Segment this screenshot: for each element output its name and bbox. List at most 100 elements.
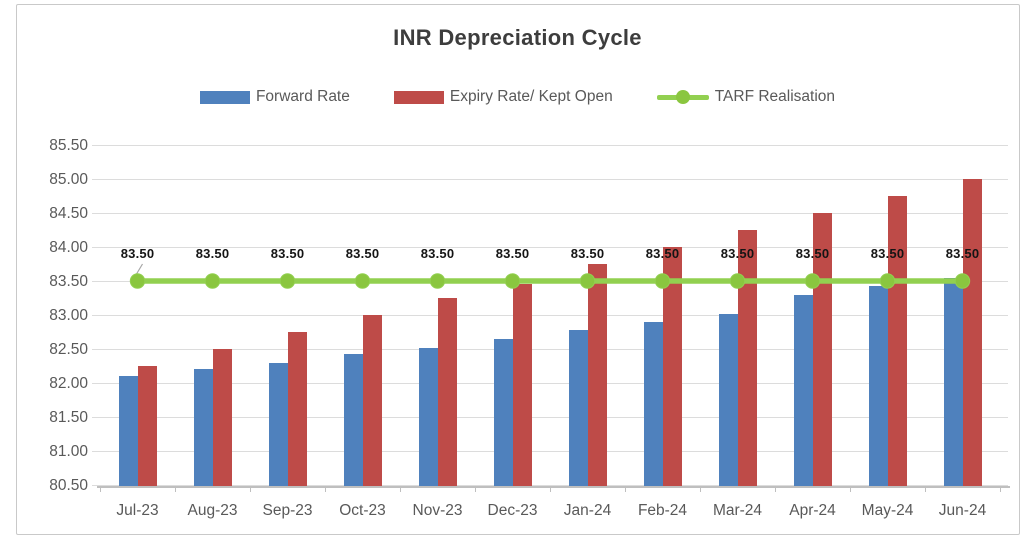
gridline [92, 145, 1008, 146]
y-axis-label: 85.00 [49, 171, 88, 188]
x-axis-label: Jun-24 [938, 502, 987, 519]
y-axis-label: 84.50 [49, 205, 88, 222]
gridline [92, 383, 1008, 384]
gridline [92, 417, 1008, 418]
bar-expiry-rate-kept-open-dec-23 [512, 284, 532, 486]
bar-forward-rate-aug-23 [193, 369, 213, 486]
tarf-data-label-mar-24: 83.50 [720, 246, 755, 261]
x-axis-tick [325, 487, 326, 492]
gridline [92, 349, 1008, 350]
x-axis-label: Jul-23 [116, 502, 159, 519]
gridline [92, 451, 1008, 452]
y-axis-label: 81.50 [49, 409, 88, 426]
gridline [92, 179, 1008, 180]
x-axis-label: Mar-24 [712, 502, 763, 519]
x-axis-label: Dec-23 [487, 502, 538, 519]
bar-expiry-rate-kept-open-feb-24 [662, 247, 682, 486]
gridline [92, 213, 1008, 214]
tarf-marker-sep-23 [279, 273, 296, 289]
x-axis-line [97, 486, 1010, 488]
x-axis-label: Oct-23 [339, 502, 386, 519]
x-axis-tick [475, 487, 476, 492]
bar-expiry-rate-kept-open-may-24 [887, 196, 907, 486]
tarf-marker-jul-23 [129, 273, 146, 289]
y-axis-label: 83.00 [49, 307, 88, 324]
tarf-marker-apr-24 [804, 273, 821, 289]
legend: Forward Rate Expiry Rate/ Kept Open TARF… [0, 85, 1035, 109]
bar-forward-rate-apr-24 [793, 294, 813, 486]
bar-forward-rate-oct-23 [343, 354, 363, 486]
bar-forward-rate-mar-24 [718, 313, 738, 486]
y-axis-label: 80.50 [49, 477, 88, 494]
bar-forward-rate-dec-23 [493, 338, 513, 486]
bar-expiry-rate-kept-open-mar-24 [737, 230, 757, 486]
tarf-data-label-nov-23: 83.50 [420, 246, 455, 261]
tarf-marker-mar-24 [729, 273, 746, 289]
x-axis-tick [250, 487, 251, 492]
tarf-marker-nov-23 [429, 273, 446, 289]
bar-forward-rate-jul-23 [118, 376, 138, 486]
bar-expiry-rate-kept-open-jan-24 [587, 264, 607, 486]
x-axis-tick [1000, 487, 1001, 492]
bar-expiry-rate-kept-open-oct-23 [362, 315, 382, 486]
x-axis-label: May-24 [861, 502, 914, 519]
tarf-marker-dec-23 [504, 273, 521, 289]
tarf-marker-aug-23 [204, 273, 221, 289]
x-axis-tick [100, 487, 101, 492]
tarf-line-swatch-icon [656, 89, 709, 105]
tarf-marker-jun-24 [954, 273, 971, 289]
x-axis-tick [625, 487, 626, 492]
x-axis-label: Aug-23 [187, 502, 238, 519]
tarf-data-label-jul-23: 83.50 [120, 246, 155, 261]
bar-expiry-rate-kept-open-jun-24 [962, 179, 982, 486]
tarf-marker-jan-24 [579, 273, 596, 289]
x-axis-tick [700, 487, 701, 492]
bar-expiry-rate-kept-open-nov-23 [437, 298, 457, 486]
gridline [92, 247, 1008, 248]
tarf-data-label-feb-24: 83.50 [645, 246, 680, 261]
bar-expiry-rate-kept-open-sep-23 [287, 332, 307, 486]
chart-title: INR Depreciation Cycle [393, 25, 642, 50]
tarf-marker-feb-24 [654, 273, 671, 289]
bar-forward-rate-sep-23 [268, 362, 288, 486]
tarf-data-label-apr-24: 83.50 [795, 246, 830, 261]
bar-forward-rate-feb-24 [643, 321, 663, 486]
tarf-marker-may-24 [879, 273, 896, 289]
x-axis-label: Jan-24 [563, 502, 612, 519]
x-axis-label: Nov-23 [412, 502, 463, 519]
gridline [92, 315, 1008, 316]
x-axis-label: Sep-23 [262, 502, 313, 519]
legend-item-tarf-realisation: TARF Realisation [656, 88, 836, 106]
tarf-data-label-jun-24: 83.50 [945, 246, 980, 261]
legend-label: Forward Rate [255, 88, 350, 105]
x-axis-tick [175, 487, 176, 492]
y-axis-label: 85.50 [49, 137, 88, 154]
tarf-data-label-sep-23: 83.50 [270, 246, 305, 261]
bar-forward-rate-jun-24 [943, 277, 963, 486]
bar-expiry-rate-kept-open-jul-23 [137, 366, 157, 486]
legend-item-forward-rate: Forward Rate [199, 88, 350, 106]
x-axis-tick [850, 487, 851, 492]
gridline [92, 485, 1008, 486]
expiry-rate-swatch-icon [393, 90, 444, 104]
tarf-data-label-oct-23: 83.50 [345, 246, 380, 261]
y-axis-label: 81.00 [49, 443, 88, 460]
x-axis-tick [775, 487, 776, 492]
legend-label: Expiry Rate/ Kept Open [449, 88, 613, 105]
legend-label: TARF Realisation [714, 88, 836, 105]
bar-expiry-rate-kept-open-aug-23 [212, 349, 232, 486]
tarf-data-label-may-24: 83.50 [870, 246, 905, 261]
tarf-data-label-dec-23: 83.50 [495, 246, 530, 261]
bar-forward-rate-nov-23 [418, 347, 438, 486]
y-axis-label: 83.50 [49, 273, 88, 290]
x-axis-label: Apr-24 [789, 502, 836, 519]
x-axis-tick [400, 487, 401, 492]
y-axis-label: 84.00 [49, 239, 88, 256]
y-axis-label: 82.00 [49, 375, 88, 392]
tarf-data-label-aug-23: 83.50 [195, 246, 230, 261]
bar-forward-rate-may-24 [868, 286, 888, 486]
tarf-data-label-jan-24: 83.50 [570, 246, 605, 261]
x-axis-tick [550, 487, 551, 492]
